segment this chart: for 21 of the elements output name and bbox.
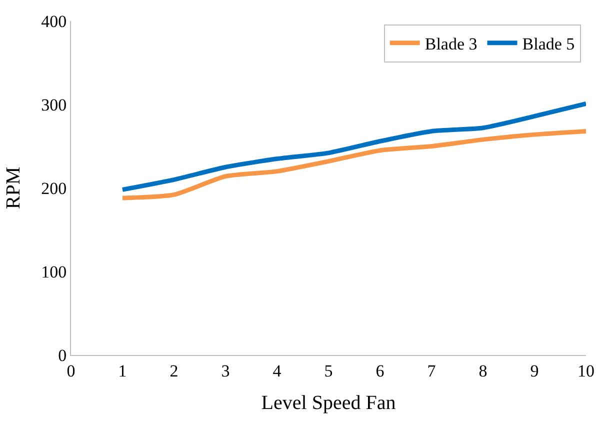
y-tick-label: 300 <box>41 95 67 114</box>
line-series <box>120 128 586 200</box>
x-tick-label: 9 <box>530 361 539 380</box>
y-tick-label: 200 <box>41 178 67 198</box>
legend-label: Blade 3 <box>424 34 478 54</box>
x-tick-label: 4 <box>272 361 282 380</box>
x-tick-label: 1 <box>118 361 127 380</box>
y-tick-label: 100 <box>41 262 67 282</box>
line-series <box>120 101 586 192</box>
y-axis-title: RPM <box>2 166 25 210</box>
legend-label: Blade 5 <box>522 34 575 54</box>
x-tick-label: 3 <box>221 361 230 380</box>
x-tick-label: 6 <box>376 361 384 380</box>
x-axis-title: Level Speed Fan <box>261 392 396 414</box>
x-tick-label: 7 <box>427 361 436 380</box>
y-tick-label: 400 <box>41 12 67 31</box>
x-tick-label: 10 <box>578 361 594 380</box>
x-tick-label: 5 <box>324 361 333 380</box>
y-tick-label: 0 <box>58 346 67 365</box>
x-tick-label: 2 <box>170 361 178 380</box>
x-tick-label: 8 <box>478 361 488 380</box>
